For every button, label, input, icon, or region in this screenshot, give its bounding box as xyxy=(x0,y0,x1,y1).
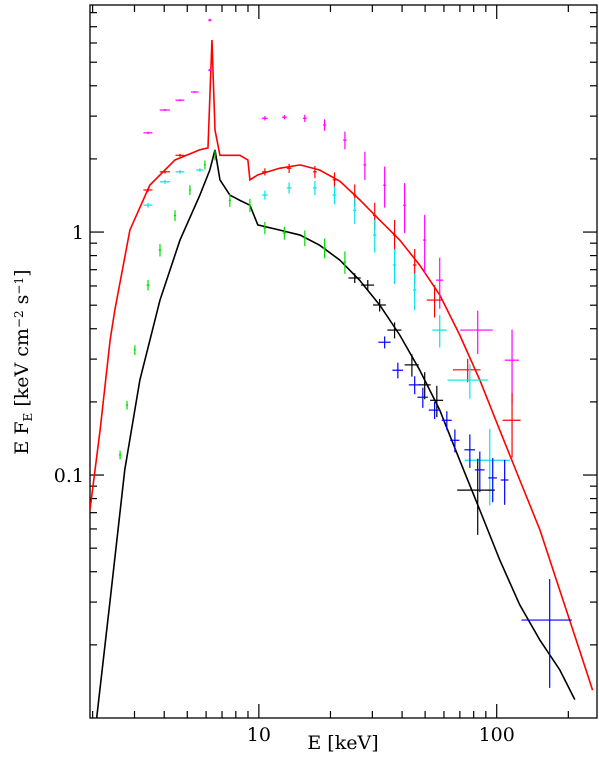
y-label-part: E xyxy=(21,413,35,422)
y-tick-label: 0.1 xyxy=(54,465,84,487)
y-label-part: −1 xyxy=(12,277,26,295)
x-axis-label: E [keV] xyxy=(307,732,378,754)
model-curve xyxy=(95,149,576,718)
y-label-part: ] xyxy=(11,269,33,276)
y-label-part: s xyxy=(11,295,33,311)
x-tick-label: 10 xyxy=(247,724,271,746)
plot-area xyxy=(90,18,594,718)
y-tick-label: 1 xyxy=(72,222,84,244)
y-label-part: E F xyxy=(11,421,33,454)
y-label-part: −2 xyxy=(12,310,26,328)
model-curve xyxy=(90,40,594,691)
y-label-part: [keV cm xyxy=(11,328,33,413)
y-axis-label: E FE [keV cm−2 s−1] xyxy=(11,269,35,454)
plot-frame xyxy=(89,4,598,719)
x-tick-label: 100 xyxy=(479,724,515,746)
